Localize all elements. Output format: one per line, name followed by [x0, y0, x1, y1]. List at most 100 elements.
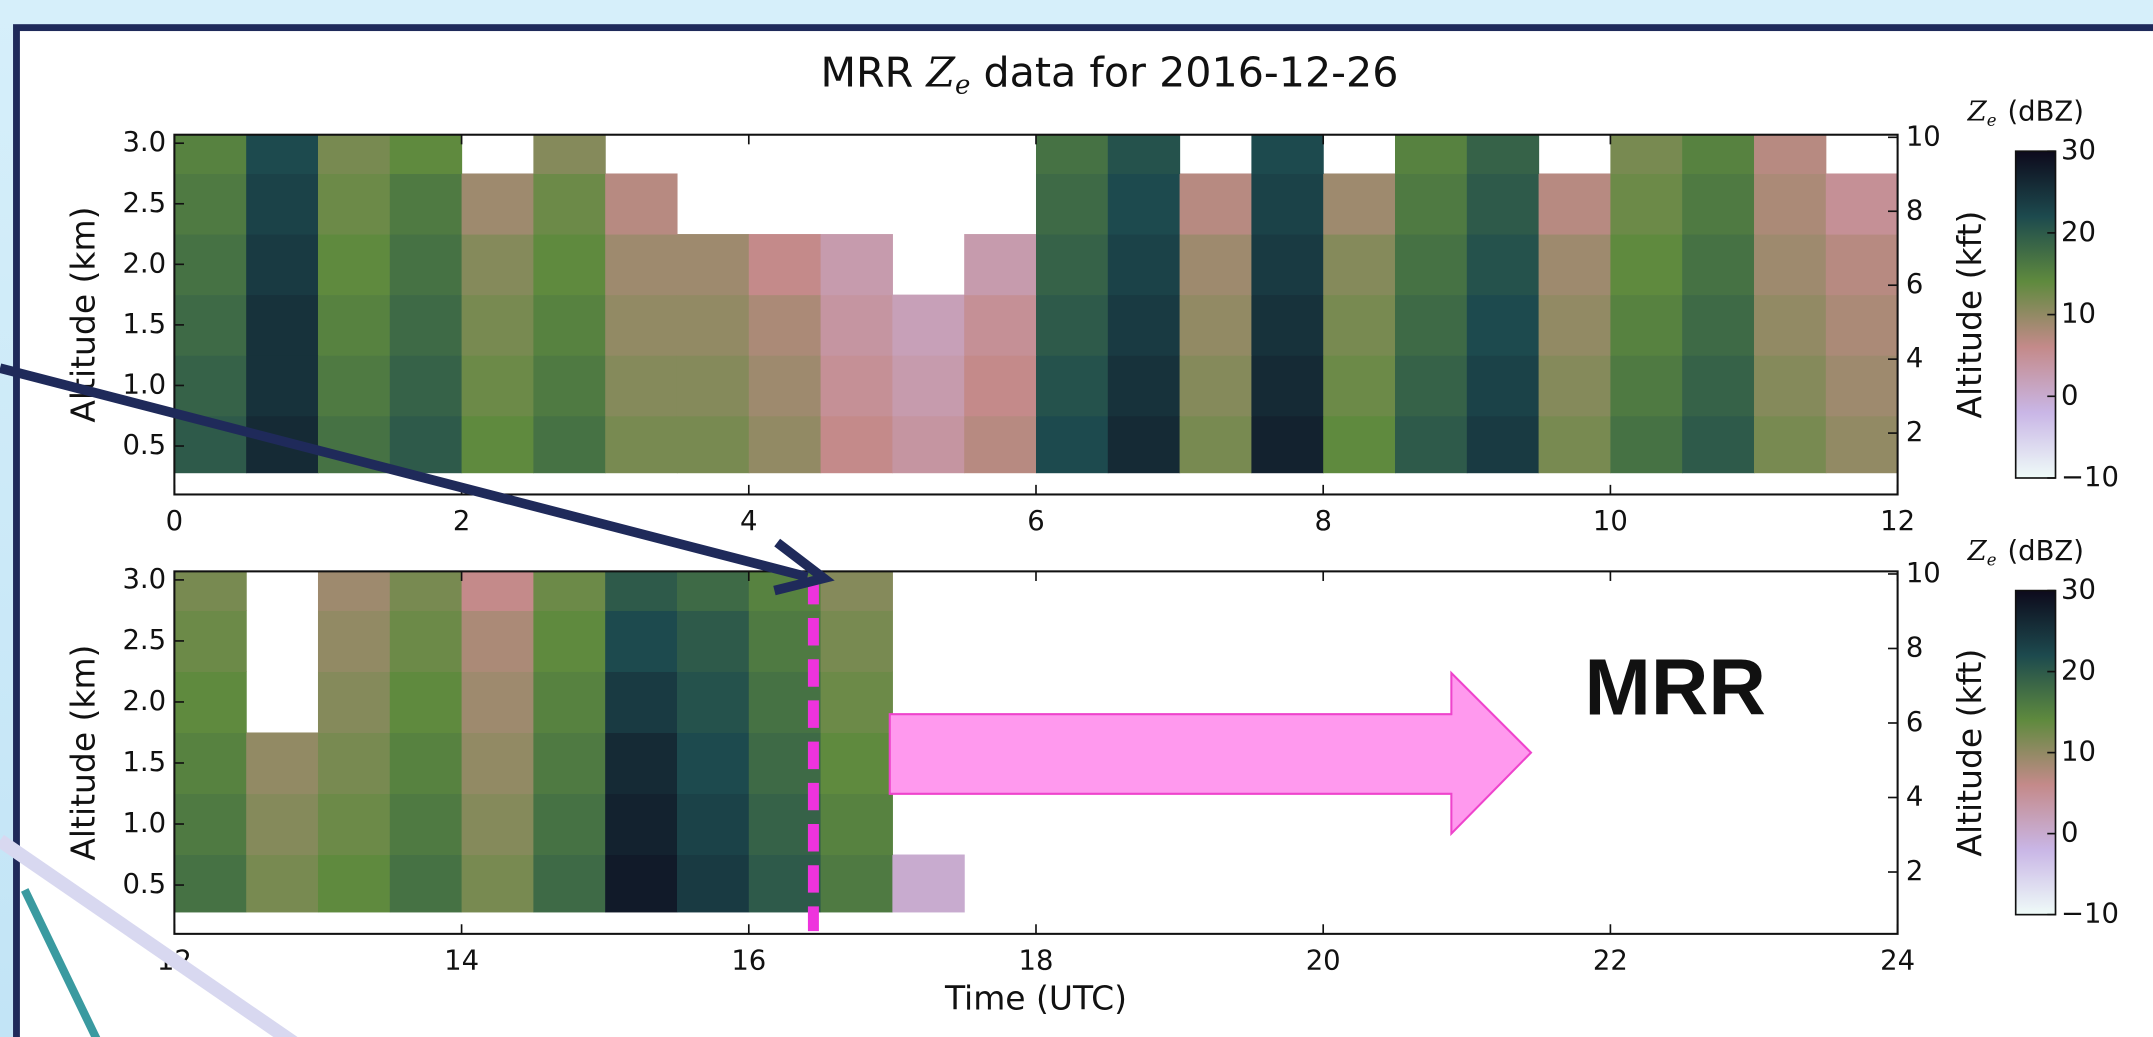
- x-tick-label: 22: [1593, 945, 1628, 976]
- heatmap-cell: [605, 355, 678, 417]
- colorbar-tick-label: 0: [2061, 380, 2078, 411]
- heatmap-cell: [1682, 294, 1755, 356]
- heatmap-cell: [1754, 173, 1827, 235]
- y2-axis-label: Altitude (kft): [1950, 211, 1989, 419]
- colorbar-tick-label: −10: [2061, 462, 2119, 493]
- heatmap-cell: [1466, 173, 1540, 235]
- heatmap-cell: [820, 610, 893, 672]
- heatmap-cell: [533, 173, 606, 235]
- heatmap-cell: [748, 234, 822, 296]
- heatmap-cell: [748, 294, 822, 356]
- heatmap-cell: [461, 173, 534, 235]
- y2-tick-label: 2: [1906, 417, 1923, 448]
- panel: 121416182022240.51.01.52.02.53.0246810Al…: [64, 536, 2119, 1018]
- heatmap-cell: [676, 571, 750, 611]
- colorbar-tick-label: 0: [2061, 818, 2078, 849]
- decor-line: [0, 834, 298, 1037]
- heatmap-cell: [317, 854, 391, 913]
- forecast-arrow: [888, 670, 1533, 837]
- heatmap-cell: [1466, 134, 1540, 175]
- heatmap-cell: [1754, 355, 1827, 417]
- heatmap-cell: [1682, 415, 1755, 474]
- heatmap-cell: [317, 793, 391, 856]
- heatmap-cell: [174, 732, 247, 795]
- heatmap-cell: [389, 355, 463, 417]
- heatmap-cell: [748, 355, 822, 417]
- heatmap-cell: [1251, 355, 1324, 417]
- heatmap-cell: [964, 294, 1037, 356]
- heatmap-cell: [533, 854, 606, 913]
- heatmap-cell: [317, 294, 391, 356]
- heatmap-cell: [1825, 415, 1898, 474]
- y2-tick-label: 6: [1906, 707, 1923, 738]
- heatmap-cell: [389, 854, 463, 913]
- heatmap-cell: [676, 355, 750, 417]
- heatmap: [174, 571, 965, 913]
- heatmap-cell: [605, 571, 678, 611]
- colorbar-label: Ze (dBZ): [1967, 536, 2084, 569]
- colorbar-tick-label: 30: [2061, 135, 2096, 166]
- y-tick-label: 1.0: [122, 369, 166, 400]
- heatmap-cell: [461, 355, 534, 417]
- heatmap-cell: [317, 234, 391, 296]
- heatmap-cell: [389, 793, 463, 856]
- heatmap-cell: [1394, 234, 1468, 296]
- heatmap-cell: [605, 294, 678, 356]
- heatmap-cell: [461, 854, 534, 913]
- heatmap-cell: [1466, 234, 1540, 296]
- colorbar-unit: (dBZ): [2007, 536, 2084, 567]
- heatmap-cell: [605, 415, 678, 474]
- heatmap-cell: [1610, 134, 1683, 175]
- heatmap-cell: [533, 732, 606, 795]
- heatmap-cell: [1394, 173, 1468, 235]
- heatmap-cell: [748, 415, 822, 474]
- heatmap-cell: [461, 732, 534, 795]
- heatmap-cell: [174, 854, 247, 913]
- heatmap-cell: [246, 355, 319, 417]
- heatmap-cell: [174, 234, 247, 296]
- colorbar-subscript: e: [1987, 550, 1997, 569]
- heatmap-cell: [1323, 415, 1396, 474]
- y-axis-label: Altitude (km): [64, 645, 103, 861]
- heatmap-cell: [246, 134, 319, 175]
- heatmap-cell: [820, 355, 893, 417]
- x-tick-label: 24: [1880, 945, 1915, 976]
- heatmap-cell: [1682, 355, 1755, 417]
- colorbar-subscript: e: [1987, 110, 1997, 129]
- heatmap-cell: [1538, 355, 1611, 417]
- x-tick-label: 8: [1314, 506, 1331, 537]
- heatmap-cell: [1394, 415, 1468, 474]
- heatmap-cell: [174, 571, 247, 611]
- heatmap-cell: [1466, 415, 1540, 474]
- y2-tick-label: 6: [1906, 269, 1923, 300]
- heatmap-cell: [1035, 294, 1109, 356]
- heatmap-cell: [174, 671, 247, 734]
- heatmap-cell: [389, 610, 463, 672]
- heatmap-cell: [1754, 415, 1827, 474]
- x-axis-label: Time (UTC): [944, 978, 1127, 1017]
- heatmap-cell: [389, 134, 463, 175]
- chart-title: MRR Ze data for 2016-12-26: [820, 48, 1398, 100]
- heatmap-cell: [461, 793, 534, 856]
- heatmap-cell: [1754, 294, 1827, 356]
- heatmap-cell: [1610, 234, 1683, 296]
- heatmap-cell: [820, 671, 893, 734]
- x-tick-label: 18: [1019, 945, 1054, 976]
- x-tick-label: 4: [740, 506, 757, 537]
- y-tick-label: 1.0: [122, 808, 166, 839]
- x-tick-label: 14: [444, 945, 479, 976]
- heatmap-cell: [1682, 134, 1755, 175]
- heatmap-cell: [964, 234, 1037, 296]
- heatmap-cell: [246, 234, 319, 296]
- colorbar-unit: (dBZ): [2007, 97, 2084, 128]
- heatmap-cell: [389, 671, 463, 734]
- heatmap-cell: [1538, 415, 1611, 474]
- y2-tick-label: 8: [1906, 195, 1923, 226]
- heatmap-cell: [174, 294, 247, 356]
- heatmap-cell: [820, 793, 893, 856]
- heatmap-cell: [461, 610, 534, 672]
- heatmap-cell: [317, 610, 391, 672]
- heatmap-cell: [317, 173, 391, 235]
- y-tick-label: 1.5: [122, 747, 166, 778]
